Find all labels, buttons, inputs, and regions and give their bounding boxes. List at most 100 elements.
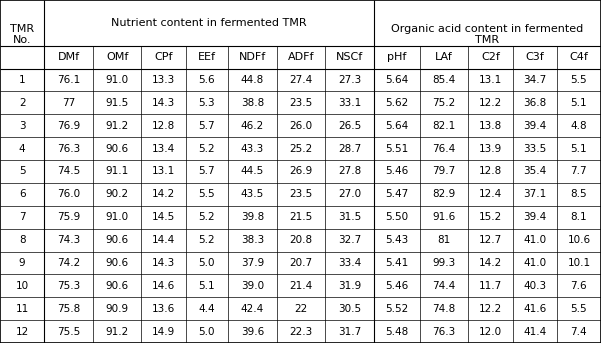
Text: 90.2: 90.2 xyxy=(106,189,129,199)
Text: 90.6: 90.6 xyxy=(106,144,129,154)
Text: 7.4: 7.4 xyxy=(570,327,587,336)
Text: 12.4: 12.4 xyxy=(479,189,502,199)
Text: 81: 81 xyxy=(438,235,451,245)
Text: 5.2: 5.2 xyxy=(198,235,215,245)
Text: 76.4: 76.4 xyxy=(433,144,456,154)
Text: LAf: LAf xyxy=(435,52,453,62)
Text: 11.7: 11.7 xyxy=(479,281,502,291)
Text: 5.46: 5.46 xyxy=(385,166,409,177)
Text: 27.3: 27.3 xyxy=(338,75,361,85)
Text: 13.6: 13.6 xyxy=(152,304,175,314)
Text: 5.1: 5.1 xyxy=(570,98,587,108)
Text: 91.2: 91.2 xyxy=(106,327,129,336)
Text: 30.5: 30.5 xyxy=(338,304,361,314)
Text: 99.3: 99.3 xyxy=(433,258,456,268)
Text: 31.9: 31.9 xyxy=(338,281,361,291)
Text: 74.2: 74.2 xyxy=(57,258,80,268)
Text: 5.46: 5.46 xyxy=(385,281,409,291)
Text: 12.7: 12.7 xyxy=(479,235,502,245)
Text: 31.5: 31.5 xyxy=(338,212,361,222)
Text: 74.3: 74.3 xyxy=(57,235,80,245)
Text: 7.6: 7.6 xyxy=(570,281,587,291)
Text: 32.7: 32.7 xyxy=(338,235,361,245)
Text: C4f: C4f xyxy=(570,52,588,62)
Text: NDFf: NDFf xyxy=(239,52,266,62)
Text: 10.1: 10.1 xyxy=(567,258,590,268)
Text: 11: 11 xyxy=(16,304,29,314)
Text: DMf: DMf xyxy=(58,52,79,62)
Text: 4.8: 4.8 xyxy=(570,121,587,131)
Text: NSCf: NSCf xyxy=(336,52,363,62)
Text: 91.6: 91.6 xyxy=(433,212,456,222)
Text: 39.4: 39.4 xyxy=(523,121,546,131)
Text: 5.5: 5.5 xyxy=(570,75,587,85)
Text: 5.0: 5.0 xyxy=(198,258,215,268)
Text: 74.5: 74.5 xyxy=(57,166,80,177)
Text: 40.3: 40.3 xyxy=(523,281,546,291)
Text: 20.7: 20.7 xyxy=(289,258,313,268)
Text: 5.7: 5.7 xyxy=(198,121,215,131)
Text: 41.6: 41.6 xyxy=(523,304,546,314)
Text: 8: 8 xyxy=(19,235,25,245)
Text: 14.2: 14.2 xyxy=(479,258,502,268)
Text: 5.7: 5.7 xyxy=(198,166,215,177)
Text: 13.1: 13.1 xyxy=(152,166,175,177)
Text: 5.0: 5.0 xyxy=(198,327,215,336)
Text: pHf: pHf xyxy=(387,52,406,62)
Text: 41.0: 41.0 xyxy=(523,258,546,268)
Text: 12.2: 12.2 xyxy=(479,98,502,108)
Text: 91.0: 91.0 xyxy=(106,75,129,85)
Text: 75.9: 75.9 xyxy=(57,212,80,222)
Text: 13.3: 13.3 xyxy=(152,75,175,85)
Text: 14.3: 14.3 xyxy=(152,98,175,108)
Text: 4.4: 4.4 xyxy=(198,304,215,314)
Text: 27.4: 27.4 xyxy=(289,75,313,85)
Text: 37.1: 37.1 xyxy=(523,189,546,199)
Text: 13.1: 13.1 xyxy=(479,75,502,85)
Text: 26.9: 26.9 xyxy=(289,166,313,177)
Text: 7.7: 7.7 xyxy=(570,166,587,177)
Text: EEf: EEf xyxy=(198,52,216,62)
Text: 75.3: 75.3 xyxy=(57,281,80,291)
Text: 12: 12 xyxy=(16,327,29,336)
Text: 43.3: 43.3 xyxy=(241,144,264,154)
Text: 5.41: 5.41 xyxy=(385,258,409,268)
Text: 5.1: 5.1 xyxy=(198,281,215,291)
Text: 23.5: 23.5 xyxy=(289,189,313,199)
Text: 13.4: 13.4 xyxy=(152,144,175,154)
Text: 5.48: 5.48 xyxy=(385,327,409,336)
Text: 14.9: 14.9 xyxy=(152,327,175,336)
Text: 27.8: 27.8 xyxy=(338,166,361,177)
Text: C2f: C2f xyxy=(481,52,500,62)
Text: 76.1: 76.1 xyxy=(57,75,80,85)
Text: 76.3: 76.3 xyxy=(433,327,456,336)
Text: 5.51: 5.51 xyxy=(385,144,409,154)
Text: 82.1: 82.1 xyxy=(433,121,456,131)
Text: 90.6: 90.6 xyxy=(106,258,129,268)
Text: 91.2: 91.2 xyxy=(106,121,129,131)
Text: 5.1: 5.1 xyxy=(570,144,587,154)
Text: 22: 22 xyxy=(294,304,308,314)
Text: Nutrient content in fermented TMR: Nutrient content in fermented TMR xyxy=(111,18,307,28)
Text: 42.4: 42.4 xyxy=(241,304,264,314)
Text: 12.8: 12.8 xyxy=(152,121,175,131)
Text: 13.9: 13.9 xyxy=(479,144,502,154)
Text: 8.1: 8.1 xyxy=(570,212,587,222)
Text: 5.47: 5.47 xyxy=(385,189,409,199)
Text: 43.5: 43.5 xyxy=(241,189,264,199)
Text: 76.3: 76.3 xyxy=(57,144,80,154)
Text: 91.1: 91.1 xyxy=(106,166,129,177)
Text: 5.5: 5.5 xyxy=(570,304,587,314)
Text: 91.0: 91.0 xyxy=(106,212,129,222)
Text: 39.6: 39.6 xyxy=(241,327,264,336)
Text: 14.4: 14.4 xyxy=(152,235,175,245)
Text: 76.0: 76.0 xyxy=(57,189,80,199)
Text: 75.5: 75.5 xyxy=(57,327,80,336)
Text: 41.0: 41.0 xyxy=(523,235,546,245)
Text: Organic acid content in fermented
TMR: Organic acid content in fermented TMR xyxy=(391,24,584,45)
Text: 5.2: 5.2 xyxy=(198,144,215,154)
Text: ADFf: ADFf xyxy=(288,52,314,62)
Text: 14.3: 14.3 xyxy=(152,258,175,268)
Text: 33.4: 33.4 xyxy=(338,258,361,268)
Text: 46.2: 46.2 xyxy=(241,121,264,131)
